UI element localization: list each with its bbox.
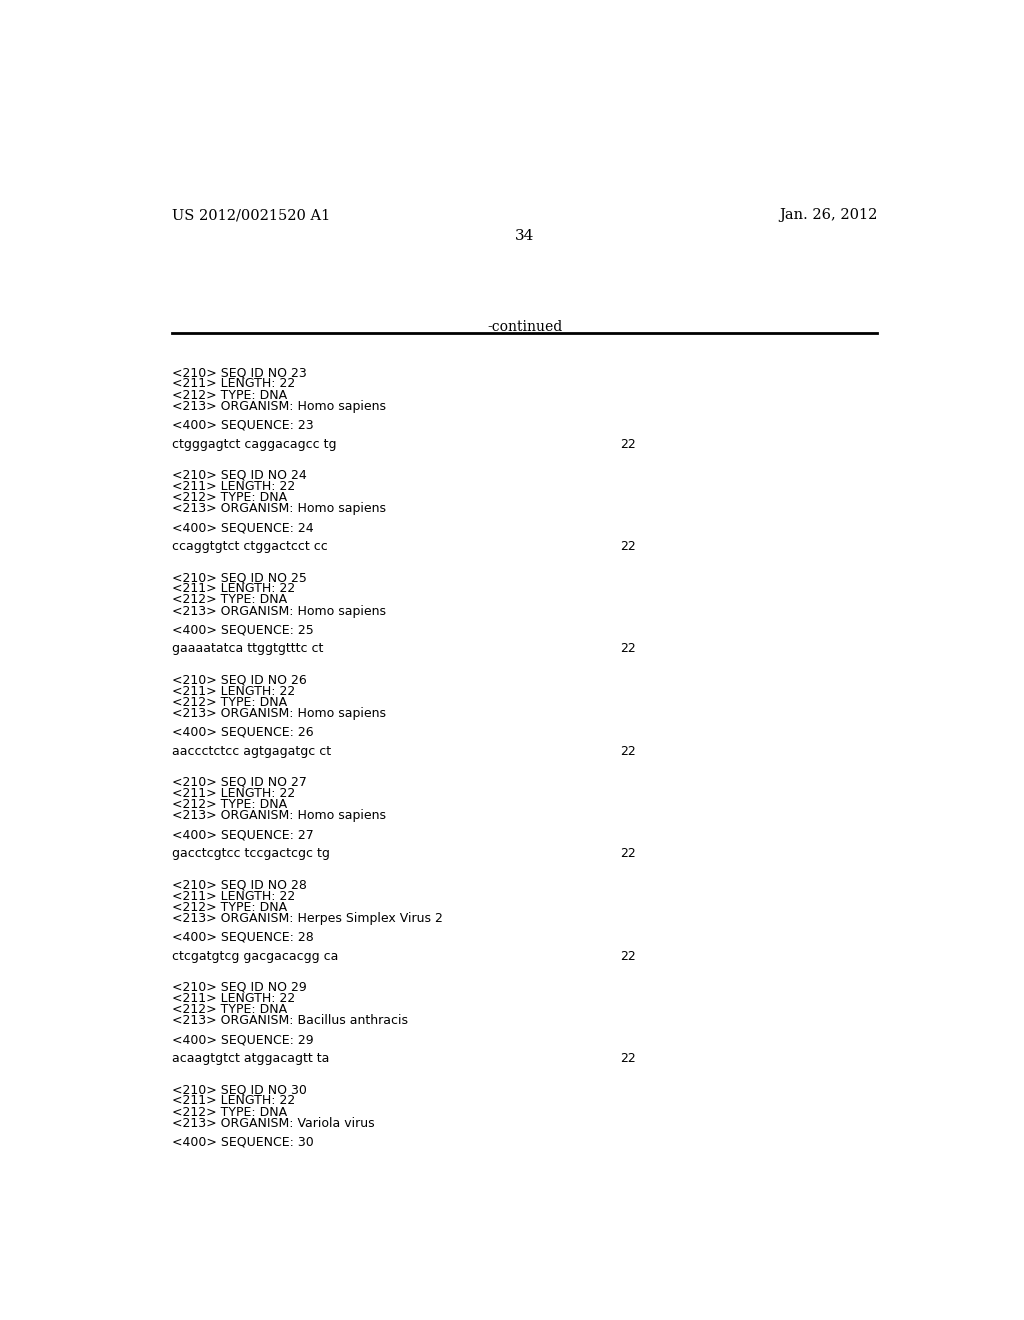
- Text: acaagtgtct atggacagtt ta: acaagtgtct atggacagtt ta: [172, 1052, 330, 1065]
- Text: <213> ORGANISM: Homo sapiens: <213> ORGANISM: Homo sapiens: [172, 605, 386, 618]
- Text: <400> SEQUENCE: 24: <400> SEQUENCE: 24: [172, 521, 313, 535]
- Text: 22: 22: [621, 540, 636, 553]
- Text: 22: 22: [621, 1052, 636, 1065]
- Text: ctcgatgtcg gacgacacgg ca: ctcgatgtcg gacgacacgg ca: [172, 949, 339, 962]
- Text: <212> TYPE: DNA: <212> TYPE: DNA: [172, 900, 288, 913]
- Text: <212> TYPE: DNA: <212> TYPE: DNA: [172, 388, 288, 401]
- Text: <210> SEQ ID NO 23: <210> SEQ ID NO 23: [172, 367, 307, 379]
- Text: ccaggtgtct ctggactcct cc: ccaggtgtct ctggactcct cc: [172, 540, 328, 553]
- Text: <211> LENGTH: 22: <211> LENGTH: 22: [172, 890, 296, 903]
- Text: <211> LENGTH: 22: <211> LENGTH: 22: [172, 1094, 296, 1107]
- Text: <210> SEQ ID NO 24: <210> SEQ ID NO 24: [172, 469, 307, 482]
- Text: <213> ORGANISM: Herpes Simplex Virus 2: <213> ORGANISM: Herpes Simplex Virus 2: [172, 912, 443, 925]
- Text: <211> LENGTH: 22: <211> LENGTH: 22: [172, 480, 296, 492]
- Text: <400> SEQUENCE: 30: <400> SEQUENCE: 30: [172, 1135, 314, 1148]
- Text: <212> TYPE: DNA: <212> TYPE: DNA: [172, 491, 288, 504]
- Text: gacctcgtcc tccgactcgc tg: gacctcgtcc tccgactcgc tg: [172, 847, 330, 861]
- Text: <212> TYPE: DNA: <212> TYPE: DNA: [172, 1003, 288, 1016]
- Text: <212> TYPE: DNA: <212> TYPE: DNA: [172, 594, 288, 606]
- Text: <211> LENGTH: 22: <211> LENGTH: 22: [172, 991, 296, 1005]
- Text: 22: 22: [621, 744, 636, 758]
- Text: 22: 22: [621, 643, 636, 655]
- Text: <213> ORGANISM: Homo sapiens: <213> ORGANISM: Homo sapiens: [172, 708, 386, 719]
- Text: ctgggagtct caggacagcc tg: ctgggagtct caggacagcc tg: [172, 437, 337, 450]
- Text: US 2012/0021520 A1: US 2012/0021520 A1: [172, 209, 331, 223]
- Text: 22: 22: [621, 847, 636, 861]
- Text: <213> ORGANISM: Variola virus: <213> ORGANISM: Variola virus: [172, 1117, 375, 1130]
- Text: <400> SEQUENCE: 23: <400> SEQUENCE: 23: [172, 418, 313, 432]
- Text: <400> SEQUENCE: 25: <400> SEQUENCE: 25: [172, 623, 314, 636]
- Text: <213> ORGANISM: Homo sapiens: <213> ORGANISM: Homo sapiens: [172, 809, 386, 822]
- Text: <212> TYPE: DNA: <212> TYPE: DNA: [172, 696, 288, 709]
- Text: <211> LENGTH: 22: <211> LENGTH: 22: [172, 787, 296, 800]
- Text: 34: 34: [515, 230, 535, 243]
- Text: gaaaatatca ttggtgtttc ct: gaaaatatca ttggtgtttc ct: [172, 643, 324, 655]
- Text: <210> SEQ ID NO 25: <210> SEQ ID NO 25: [172, 572, 307, 585]
- Text: <213> ORGANISM: Homo sapiens: <213> ORGANISM: Homo sapiens: [172, 502, 386, 515]
- Text: 22: 22: [621, 437, 636, 450]
- Text: <211> LENGTH: 22: <211> LENGTH: 22: [172, 685, 296, 698]
- Text: Jan. 26, 2012: Jan. 26, 2012: [779, 209, 878, 223]
- Text: <211> LENGTH: 22: <211> LENGTH: 22: [172, 378, 296, 391]
- Text: <210> SEQ ID NO 30: <210> SEQ ID NO 30: [172, 1084, 307, 1096]
- Text: -continued: -continued: [487, 321, 562, 334]
- Text: 22: 22: [621, 949, 636, 962]
- Text: aaccctctcc agtgagatgc ct: aaccctctcc agtgagatgc ct: [172, 744, 332, 758]
- Text: <400> SEQUENCE: 26: <400> SEQUENCE: 26: [172, 726, 313, 739]
- Text: <210> SEQ ID NO 26: <210> SEQ ID NO 26: [172, 673, 307, 686]
- Text: <210> SEQ ID NO 28: <210> SEQ ID NO 28: [172, 878, 307, 891]
- Text: <213> ORGANISM: Homo sapiens: <213> ORGANISM: Homo sapiens: [172, 400, 386, 413]
- Text: <210> SEQ ID NO 29: <210> SEQ ID NO 29: [172, 981, 307, 994]
- Text: <400> SEQUENCE: 29: <400> SEQUENCE: 29: [172, 1034, 313, 1047]
- Text: <212> TYPE: DNA: <212> TYPE: DNA: [172, 799, 288, 812]
- Text: <210> SEQ ID NO 27: <210> SEQ ID NO 27: [172, 776, 307, 789]
- Text: <400> SEQUENCE: 28: <400> SEQUENCE: 28: [172, 931, 314, 944]
- Text: <211> LENGTH: 22: <211> LENGTH: 22: [172, 582, 296, 595]
- Text: <212> TYPE: DNA: <212> TYPE: DNA: [172, 1106, 288, 1118]
- Text: <213> ORGANISM: Bacillus anthracis: <213> ORGANISM: Bacillus anthracis: [172, 1014, 409, 1027]
- Text: <400> SEQUENCE: 27: <400> SEQUENCE: 27: [172, 829, 314, 841]
